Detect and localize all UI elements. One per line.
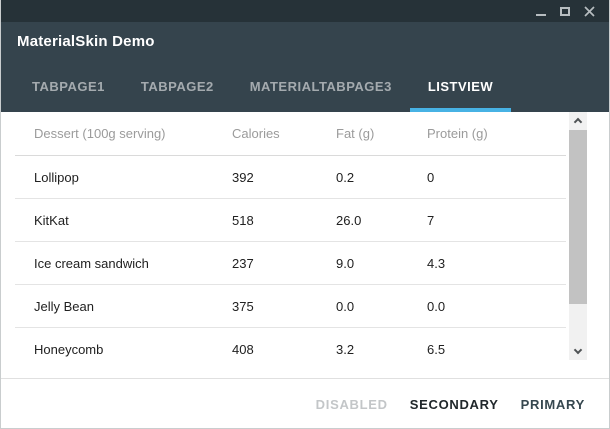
cell-fat: 26.0 xyxy=(336,212,362,228)
window-title: MaterialSkin Demo xyxy=(17,32,155,50)
close-icon xyxy=(583,5,595,17)
cell-protein: 7 xyxy=(427,212,435,228)
titlebar[interactable]: MaterialSkin Demo xyxy=(1,22,609,60)
primary-button[interactable]: PRIMARY xyxy=(511,389,595,420)
button-bar: DISABLED SECONDARY PRIMARY xyxy=(1,378,609,428)
minimize-button[interactable] xyxy=(529,0,553,22)
cell-protein: 6.5 xyxy=(427,342,446,357)
dessert-table: Dessert (100g serving) Calories Fat (g) … xyxy=(15,112,566,371)
tab-tabpage2[interactable]: TABPAGE2 xyxy=(140,78,214,94)
cell-fat: 0.2 xyxy=(336,169,355,185)
cell-dessert: Honeycomb xyxy=(34,342,104,357)
cell-fat: 0.0 xyxy=(336,298,355,314)
cell-dessert: Lollipop xyxy=(34,169,79,185)
column-header-protein[interactable]: Protein (g) xyxy=(427,126,488,141)
cell-protein: 4.3 xyxy=(427,255,446,271)
scroll-up-button[interactable] xyxy=(569,112,587,129)
disabled-button: DISABLED xyxy=(306,389,398,420)
column-header-calories[interactable]: Calories xyxy=(232,126,280,141)
chevron-up-icon xyxy=(573,117,583,127)
vertical-scrollbar[interactable] xyxy=(569,112,587,360)
column-header-dessert[interactable]: Dessert (100g serving) xyxy=(34,126,166,141)
table-row-kitkat[interactable]: KitKat 518 26.0 7 xyxy=(15,199,566,242)
column-header-fat[interactable]: Fat (g) xyxy=(336,126,375,141)
cell-dessert: Jelly Bean xyxy=(34,298,94,314)
cell-fat: 9.0 xyxy=(336,255,355,271)
maximize-button[interactable] xyxy=(553,0,577,22)
cell-calories: 392 xyxy=(232,169,254,185)
tab-tabpage1[interactable]: TABPAGE1 xyxy=(32,78,105,94)
table-header-row: Dessert (100g serving) Calories Fat (g) … xyxy=(15,112,566,156)
tab-bar: TABPAGE1 TABPAGE2 MATERIALTABPAGE3 LISTV… xyxy=(1,60,609,112)
cell-calories: 237 xyxy=(232,255,254,271)
close-button[interactable] xyxy=(577,0,601,22)
scroll-down-button[interactable] xyxy=(569,343,587,360)
listview-page: Dessert (100g serving) Calories Fat (g) … xyxy=(1,112,609,428)
cell-calories: 408 xyxy=(232,342,254,357)
cell-calories: 375 xyxy=(232,298,254,314)
cell-dessert: Ice cream sandwich xyxy=(34,255,149,271)
table-row-ice-cream-sandwich[interactable]: Ice cream sandwich 237 9.0 4.3 xyxy=(15,242,566,285)
cell-fat: 3.2 xyxy=(336,342,355,357)
cell-protein: 0.0 xyxy=(427,298,446,314)
maximize-icon xyxy=(560,6,570,16)
cell-calories: 518 xyxy=(232,212,254,228)
tab-listview[interactable]: LISTVIEW xyxy=(409,60,512,112)
scrollbar-thumb[interactable] xyxy=(569,130,587,304)
chevron-down-icon xyxy=(573,345,583,355)
table-row-honeycomb[interactable]: Honeycomb 408 3.2 6.5 xyxy=(15,328,566,371)
tab-materialtabpage3[interactable]: MATERIALTABPAGE3 xyxy=(249,78,392,94)
secondary-button[interactable]: SECONDARY xyxy=(400,389,509,420)
cell-protein: 0 xyxy=(427,169,435,185)
table-row-lollipop[interactable]: Lollipop 392 0.2 0 xyxy=(15,156,566,199)
window-statusbar xyxy=(1,0,609,22)
cell-dessert: KitKat xyxy=(34,212,69,228)
table-row-jelly-bean[interactable]: Jelly Bean 375 0.0 0.0 xyxy=(15,285,566,328)
minimize-icon xyxy=(536,13,546,16)
